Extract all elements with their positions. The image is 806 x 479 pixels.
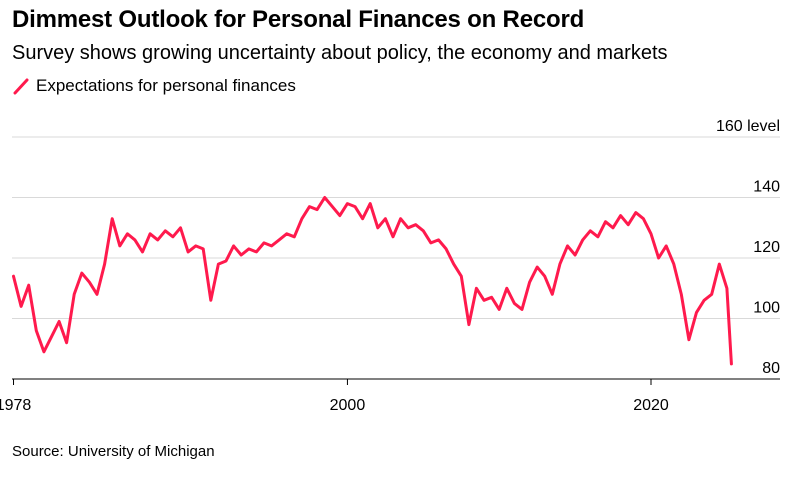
series-line-0 (12, 196, 733, 366)
legend-line-icon (12, 77, 30, 95)
legend-label: Expectations for personal finances (36, 76, 296, 95)
y-tick-label-100: 100 (753, 300, 780, 317)
y-tick-label-140: 140 (753, 179, 780, 196)
x-tick-label-1978: 1978 (0, 397, 31, 414)
y-tick-label-120: 120 (753, 239, 780, 256)
x-tick-label-2000: 2000 (330, 397, 366, 414)
chart-subtitle: Survey shows growing uncertainty about p… (12, 42, 668, 64)
y-tick-label-80: 80 (762, 360, 780, 377)
y-tick-label-160: 160 level (716, 118, 780, 135)
chart-title: Dimmest Outlook for Personal Finances on… (12, 6, 585, 33)
legend: Expectations for personal finances (12, 76, 296, 96)
line-chart: 80 100 120 140 160 level 1978 2000 2020 (0, 118, 780, 414)
source-note: Source: University of Michigan (12, 443, 215, 460)
x-tick-label-2020: 2020 (633, 397, 669, 414)
